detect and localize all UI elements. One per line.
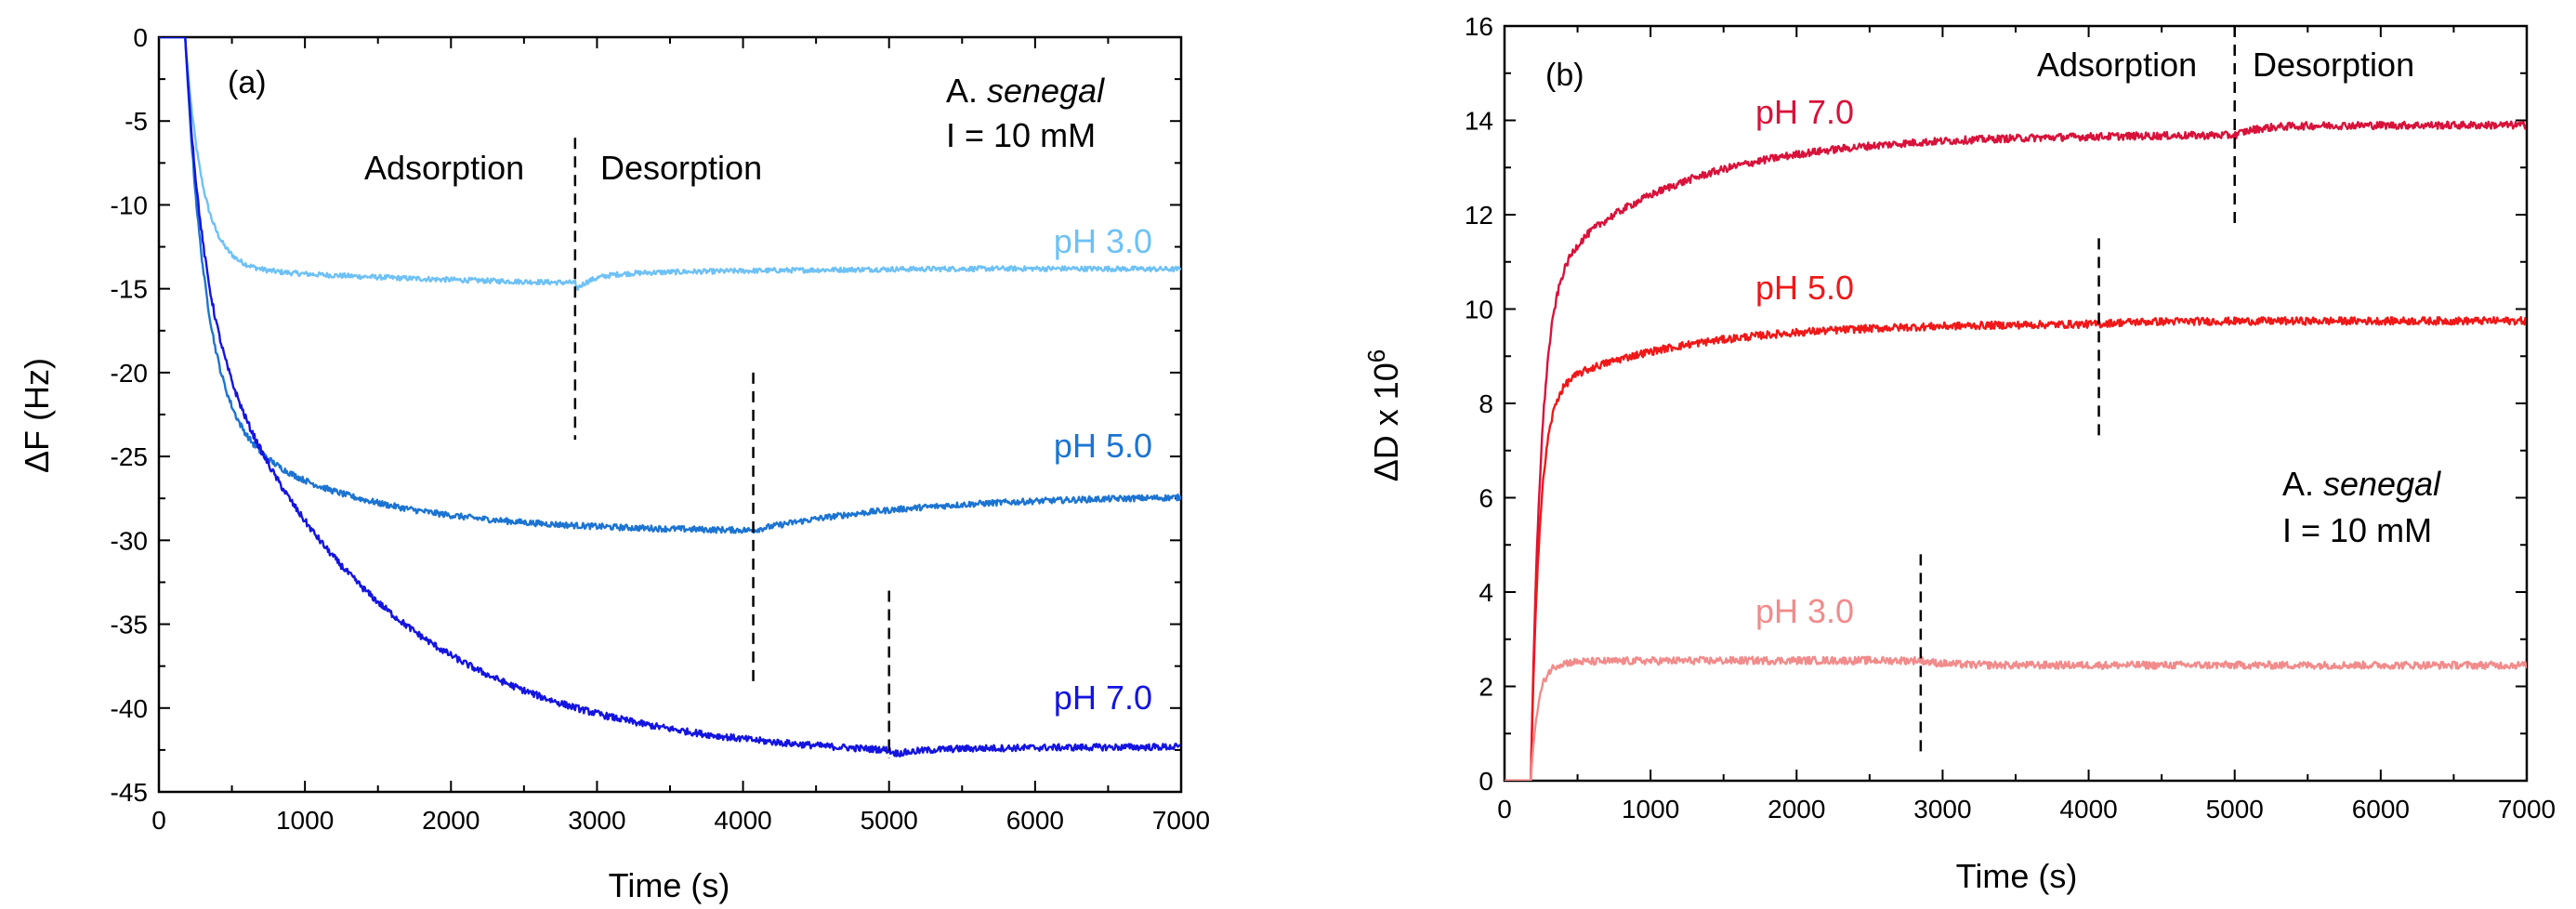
y-tick-label: 6 [1479, 484, 1493, 513]
series-line-ph-7-0 [1505, 120, 2527, 781]
x-tick-label: 6000 [2352, 795, 2410, 823]
panel-label: (a) [228, 65, 267, 100]
series-label: pH 3.0 [1054, 222, 1152, 260]
y-tick-label: -10 [111, 191, 148, 219]
y-tick-label: -20 [111, 359, 148, 388]
x-tick-label: 7000 [1152, 806, 1210, 835]
x-tick-label: 0 [1497, 795, 1512, 823]
species-italic: senegal [987, 72, 1105, 110]
y-tick-label: -5 [125, 107, 148, 136]
series-line-ph-3-0 [1505, 655, 2527, 781]
y-tick-label: 8 [1479, 389, 1493, 418]
y-tick-label: -35 [111, 611, 148, 639]
y-tick-label: 12 [1465, 201, 1493, 230]
species-annotation: A. senegal [2282, 465, 2441, 503]
x-axis-label: Time (s) [609, 866, 730, 904]
series-label: pH 5.0 [1054, 427, 1152, 465]
series-label: pH 7.0 [1755, 93, 1854, 131]
x-tick-label: 6000 [1006, 806, 1064, 835]
desorption-label: Desorption [2253, 46, 2414, 84]
x-tick-label: 4000 [714, 806, 771, 835]
panel-b-delta-d-chart: (b) A. senegal I = 10 mM Adsorption Deso… [1362, 12, 2556, 895]
x-tick-label: 1000 [276, 806, 334, 835]
y-tick-label: 10 [1465, 296, 1493, 324]
ionic-strength-annotation: I = 10 mM [2282, 511, 2432, 549]
series-line-ph-3-0 [159, 37, 1181, 292]
y-axis-label-main: ΔD x 10 [1367, 362, 1405, 481]
x-tick-label: 3000 [1913, 795, 1971, 823]
y-tick-label: -15 [111, 275, 148, 304]
species-annotation: A. senegal [946, 72, 1105, 110]
x-tick-label: 5000 [861, 806, 918, 835]
panel-label: (b) [1545, 58, 1584, 93]
y-tick-label: 4 [1479, 578, 1493, 607]
y-tick-label: -30 [111, 526, 148, 555]
series-label: pH 5.0 [1755, 269, 1854, 307]
species-prefix: A. [946, 72, 987, 110]
x-tick-label: 1000 [1622, 795, 1679, 823]
species-prefix: A. [2282, 465, 2323, 503]
desorption-label: Desorption [600, 149, 762, 187]
series-line-ph-5-0 [159, 37, 1181, 534]
series-label: pH 7.0 [1054, 678, 1152, 717]
x-tick-label: 2000 [422, 806, 480, 835]
y-tick-label: -25 [111, 442, 148, 471]
y-tick-label: 14 [1465, 107, 1493, 136]
x-tick-label: 0 [151, 806, 166, 835]
x-axis-label: Time (s) [1956, 857, 2078, 895]
ionic-strength-annotation: I = 10 mM [946, 116, 1096, 154]
y-tick-label: -45 [111, 778, 148, 807]
y-tick-label: 0 [133, 23, 148, 52]
x-tick-label: 5000 [2206, 795, 2264, 823]
y-tick-label: 16 [1465, 12, 1493, 41]
y-axis-label: ΔD x 106 [1362, 349, 1405, 482]
x-tick-label: 2000 [1768, 795, 1825, 823]
series-line-ph-5-0 [1505, 316, 2527, 781]
y-tick-label: -40 [111, 694, 148, 723]
panel-a-delta-f-chart: (a) A. senegal I = 10 mM Adsorption Deso… [18, 23, 1210, 904]
y-tick-label: 0 [1479, 767, 1493, 796]
x-tick-label: 3000 [568, 806, 625, 835]
y-axis-label: ΔF (Hz) [18, 358, 56, 473]
x-tick-label: 4000 [2059, 795, 2117, 823]
species-italic: senegal [2323, 465, 2441, 503]
series-label: pH 3.0 [1755, 592, 1854, 630]
x-tick-label: 7000 [2498, 795, 2556, 823]
y-tick-label: 2 [1479, 673, 1493, 702]
adsorption-label: Adsorption [2037, 46, 2197, 84]
series-line-ph-7-0 [159, 37, 1181, 758]
y-axis-label-superscript: 6 [1362, 349, 1390, 362]
adsorption-label: Adsorption [364, 149, 524, 187]
